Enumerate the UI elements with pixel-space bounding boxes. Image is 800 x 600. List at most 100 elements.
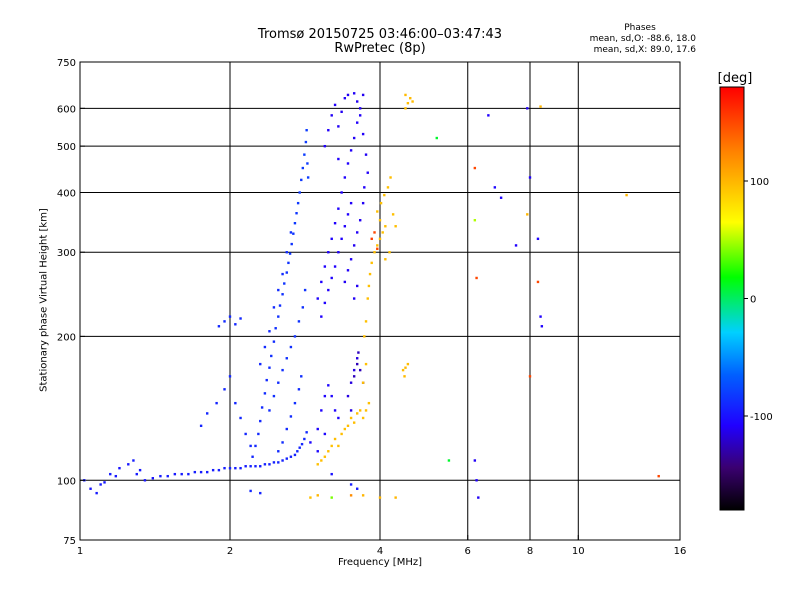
data-point	[357, 351, 360, 354]
data-point	[293, 335, 297, 338]
data-point	[337, 251, 340, 254]
data-point	[268, 463, 271, 466]
data-point	[355, 231, 359, 234]
data-point	[199, 470, 203, 474]
data-point	[306, 176, 310, 179]
data-point	[411, 100, 414, 103]
data-point	[526, 107, 529, 110]
data-point	[539, 315, 542, 318]
data-point	[447, 459, 451, 462]
data-point	[295, 212, 298, 215]
data-point	[309, 496, 312, 499]
data-point	[349, 483, 353, 486]
data-point	[352, 421, 356, 424]
data-point	[272, 461, 276, 464]
data-point	[298, 446, 301, 449]
data-point	[268, 330, 271, 333]
data-point	[173, 472, 177, 476]
data-point	[132, 459, 135, 462]
data-point	[358, 114, 362, 117]
data-point	[349, 201, 353, 205]
data-point	[323, 432, 327, 436]
phases-x-stats: mean, sd,X: 89.0, 17.6	[593, 45, 696, 55]
chart-title: Tromsø 20150725 03:46:00–03:47:43	[257, 27, 503, 42]
data-point	[304, 140, 308, 144]
y-tick-label: 300	[57, 248, 76, 259]
data-point	[259, 491, 262, 495]
data-point	[320, 315, 323, 318]
data-point	[138, 468, 142, 472]
data-point	[330, 237, 333, 241]
data-point	[340, 110, 343, 114]
data-point	[337, 125, 340, 128]
data-point	[234, 466, 237, 470]
data-point	[281, 368, 284, 372]
data-point	[373, 251, 376, 254]
data-point	[337, 444, 340, 448]
data-point	[333, 103, 337, 107]
data-point	[259, 465, 262, 468]
data-point	[143, 479, 147, 482]
data-point	[330, 276, 333, 280]
data-point	[234, 323, 237, 326]
data-point	[343, 280, 347, 284]
data-point	[285, 457, 288, 460]
data-point	[394, 225, 397, 228]
data-point	[289, 345, 293, 349]
colorbar-tick-label: 0	[750, 295, 756, 306]
data-point	[320, 280, 323, 284]
data-point	[289, 415, 293, 418]
data-point	[327, 251, 330, 254]
data-point	[114, 474, 118, 478]
data-point	[281, 459, 284, 462]
data-point	[358, 107, 362, 110]
data-point	[361, 93, 365, 97]
chart-subtitle: RwPretec (8p)	[334, 41, 426, 56]
data-point	[249, 444, 252, 448]
data-point	[297, 388, 301, 391]
data-point	[297, 320, 301, 323]
data-point	[404, 107, 407, 110]
data-point	[493, 186, 497, 189]
data-point	[361, 201, 365, 205]
data-point	[316, 450, 319, 453]
data-point	[303, 288, 307, 292]
data-point	[657, 474, 660, 478]
data-point	[540, 325, 544, 328]
data-point	[135, 472, 138, 476]
data-point	[389, 176, 392, 179]
data-point	[473, 219, 477, 222]
data-point	[303, 153, 306, 156]
data-point	[330, 394, 333, 398]
data-point	[277, 315, 280, 318]
data-point	[293, 453, 297, 457]
data-point	[281, 293, 284, 296]
data-point	[316, 297, 319, 300]
data-point	[296, 450, 299, 453]
data-point	[265, 378, 268, 382]
data-point	[366, 297, 369, 300]
data-point	[364, 362, 368, 366]
data-point	[306, 162, 309, 165]
data-point	[376, 247, 379, 250]
data-point	[151, 477, 155, 480]
data-point	[349, 149, 353, 152]
colorbar-ticks: 100 0 -100	[744, 177, 773, 423]
data-point	[333, 437, 337, 441]
data-point	[361, 416, 365, 420]
data-point	[272, 340, 276, 343]
data-point	[277, 288, 280, 292]
data-point	[383, 193, 386, 197]
data-point	[352, 368, 356, 372]
colorbar	[719, 86, 745, 511]
data-point	[239, 416, 242, 420]
data-point	[355, 284, 359, 288]
x-tick-label: 10	[572, 546, 585, 557]
data-point	[263, 392, 267, 395]
data-point	[251, 455, 254, 458]
data-point	[340, 191, 343, 194]
data-point	[343, 96, 347, 100]
y-tick-label: 75	[63, 536, 76, 547]
data-point	[391, 213, 395, 216]
data-points	[83, 92, 660, 499]
